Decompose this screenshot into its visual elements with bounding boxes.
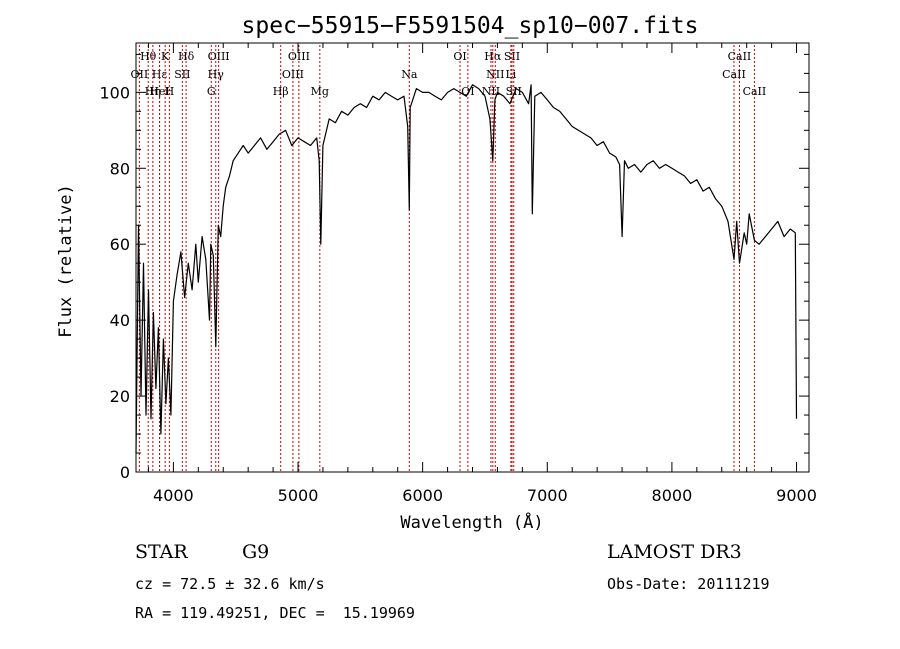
x-axis-label: Wavelength (Å) [400, 511, 543, 533]
y-axis-ticks: 0 20 40 60 80 100 [99, 53, 809, 482]
y-tick-label: 60 [110, 235, 130, 254]
marker-label: Hγ [208, 68, 225, 81]
survey-name: LAMOST DR3 [607, 541, 742, 563]
marker-label: SII [504, 50, 520, 63]
marker-label: K [161, 50, 170, 63]
x-tick-label: 7000 [527, 486, 568, 505]
x-tick-label: 8000 [652, 486, 693, 505]
marker-label: OII [131, 68, 149, 81]
marker-label: OIII [208, 50, 230, 63]
y-tick-label: 40 [110, 311, 130, 330]
marker-label: Hβ [273, 85, 289, 98]
marker-label: Na [401, 68, 418, 81]
x-axis-ticks: 4000 5000 6000 7000 8000 9000 [147, 43, 817, 505]
y-tick-label: 100 [99, 83, 130, 102]
y-tick-label: 80 [110, 159, 130, 178]
chart-title: spec−55915−F5591504_sp10−007.fits [242, 13, 699, 39]
x-tick-label: 5000 [278, 486, 319, 505]
x-tick-label: 4000 [153, 486, 194, 505]
object-class: STAR [135, 541, 188, 563]
obs-date-text: Obs-Date: 20111219 [607, 575, 770, 593]
object-subclass: G9 [242, 541, 270, 563]
marker-label: H [165, 85, 175, 98]
y-tick-label: 20 [110, 387, 130, 406]
marker-label: OIII [282, 68, 304, 81]
marker-label: Mg [311, 85, 329, 98]
marker-label: G [207, 85, 216, 98]
marker-label: OI [461, 85, 474, 98]
coordinates-text: RA = 119.49251, DEC = 15.19969 [135, 604, 415, 622]
spectrum-series [135, 84, 798, 454]
marker-label: OI [453, 50, 466, 63]
marker-label: NII [482, 85, 500, 98]
marker-label: Hα [484, 50, 502, 63]
plot-frame [135, 42, 810, 473]
x-tick-label: 6000 [402, 486, 443, 505]
spectrum-line [135, 84, 798, 454]
marker-label: Hδ [178, 50, 195, 63]
marker-label: Li [505, 68, 516, 81]
marker-label: Hη [145, 85, 161, 98]
marker-label: SII [506, 85, 522, 98]
marker-label: SII [174, 68, 190, 81]
marker-label: CaII [743, 85, 767, 98]
marker-label: Hθ [140, 50, 157, 63]
y-axis-label: Flux (relative) [56, 184, 76, 338]
x-tick-label: 9000 [776, 486, 817, 505]
marker-label: CaII [728, 50, 752, 63]
redshift-text: cz = 72.5 ± 32.6 km/s [135, 575, 325, 593]
y-tick-label: 0 [120, 463, 130, 482]
marker-label: NII [486, 68, 504, 81]
marker-label: OIII [288, 50, 310, 63]
marker-label: CaII [722, 68, 746, 81]
